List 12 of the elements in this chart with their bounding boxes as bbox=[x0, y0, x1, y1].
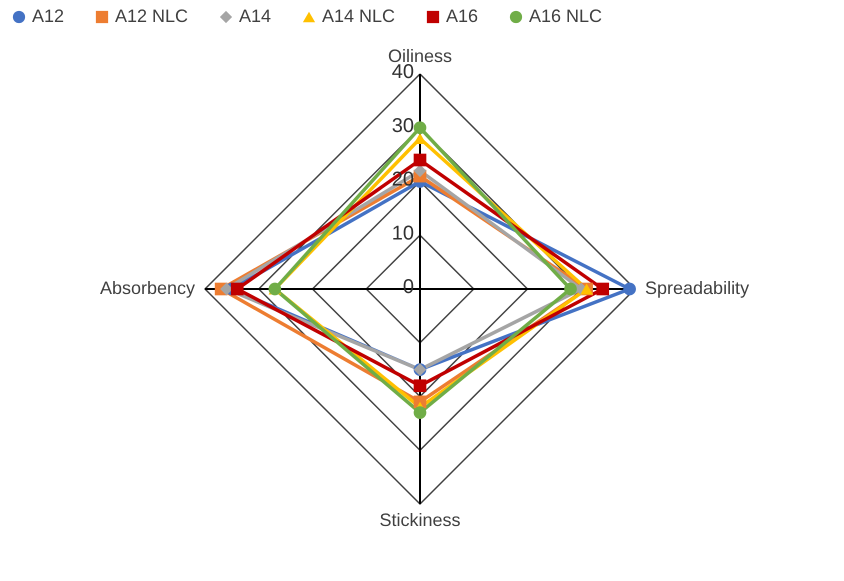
legend-label: A14 bbox=[239, 6, 272, 26]
legend-label: A16 NLC bbox=[529, 6, 602, 26]
legend-label: A12 NLC bbox=[115, 6, 188, 26]
spoke-label: Stickiness bbox=[379, 510, 461, 530]
legend-label: A16 bbox=[446, 6, 478, 26]
y-tick-label: 30 bbox=[392, 114, 414, 137]
y-tick-label: 40 bbox=[392, 61, 414, 83]
y-tick-label: 10 bbox=[392, 222, 414, 244]
spoke-label: Spreadability bbox=[645, 278, 750, 298]
spoke-label: Absorbency bbox=[100, 278, 195, 298]
legend-label: A12 bbox=[32, 6, 64, 26]
legend-label: A14 NLC bbox=[322, 6, 396, 26]
